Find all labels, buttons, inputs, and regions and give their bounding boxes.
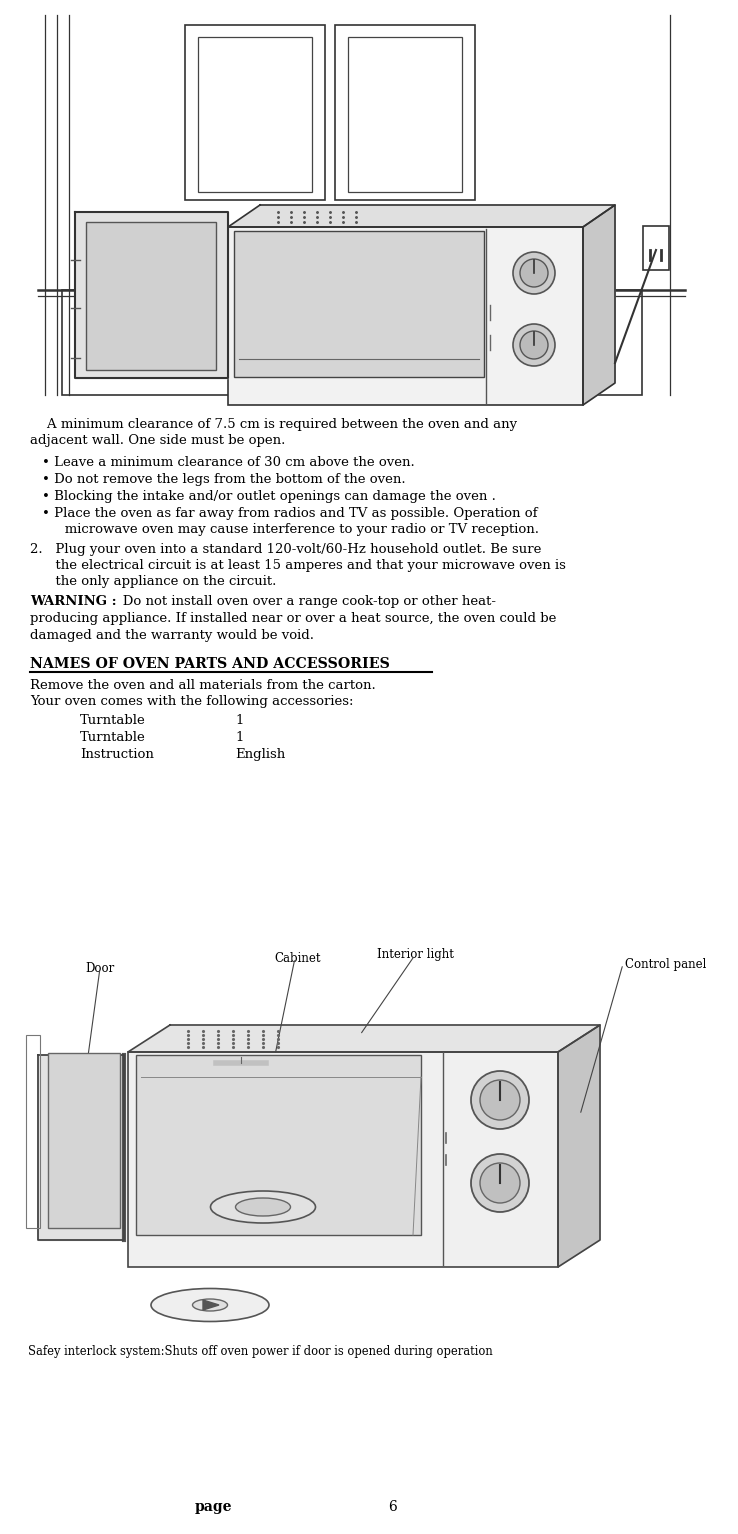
Text: Control panel: Control panel <box>625 959 706 971</box>
Text: producing appliance. If installed near or over a heat source, the oven could be: producing appliance. If installed near o… <box>30 612 556 624</box>
Bar <box>185 25 325 199</box>
Polygon shape <box>128 1025 600 1052</box>
Bar <box>234 232 484 377</box>
Bar <box>136 1055 421 1235</box>
Text: Interior light: Interior light <box>376 948 453 960</box>
Text: • Leave a minimum clearance of 30 cm above the oven.: • Leave a minimum clearance of 30 cm abo… <box>42 456 415 469</box>
Ellipse shape <box>513 252 555 295</box>
Text: Turntable: Turntable <box>80 732 145 744</box>
Ellipse shape <box>480 1163 520 1203</box>
Bar <box>128 1052 558 1267</box>
Ellipse shape <box>471 1154 529 1212</box>
Bar <box>48 1052 120 1229</box>
Text: • Do not remove the legs from the bottom of the oven.: • Do not remove the legs from the bottom… <box>42 472 406 486</box>
Text: NAMES OF OVEN PARTS AND ACCESSORIES: NAMES OF OVEN PARTS AND ACCESSORIES <box>30 657 390 670</box>
Polygon shape <box>203 1299 219 1310</box>
Text: the electrical circuit is at least 15 amperes and that your microwave oven is: the electrical circuit is at least 15 am… <box>30 558 566 572</box>
Bar <box>348 37 462 192</box>
Polygon shape <box>38 1055 124 1239</box>
Ellipse shape <box>471 1071 529 1129</box>
Text: Remove the oven and all materials from the carton.: Remove the oven and all materials from t… <box>30 680 376 692</box>
Text: damaged and the warranty would be void.: damaged and the warranty would be void. <box>30 629 314 643</box>
Ellipse shape <box>520 259 548 287</box>
Text: 2.   Plug your oven into a standard 120-volt/60-Hz household outlet. Be sure: 2. Plug your oven into a standard 120-vo… <box>30 543 542 555</box>
Text: WARNING :: WARNING : <box>30 595 117 607</box>
Text: Turntable: Turntable <box>80 713 145 727</box>
Text: page: page <box>195 1500 232 1514</box>
Text: Instruction: Instruction <box>80 749 154 761</box>
Polygon shape <box>228 206 615 227</box>
Text: Door: Door <box>86 962 114 976</box>
Ellipse shape <box>174 331 236 354</box>
Text: Safey interlock system:Shuts off oven power if door is opened during operation: Safey interlock system:Shuts off oven po… <box>28 1345 493 1358</box>
Ellipse shape <box>210 1190 316 1223</box>
Polygon shape <box>558 1025 600 1267</box>
Bar <box>198 37 312 192</box>
Text: Cabinet: Cabinet <box>275 953 321 965</box>
Ellipse shape <box>151 1289 269 1321</box>
Text: microwave oven may cause interference to your radio or TV reception.: microwave oven may cause interference to… <box>52 523 539 535</box>
Bar <box>62 290 642 394</box>
Bar <box>228 227 583 405</box>
Text: A minimum clearance of 7.5 cm is required between the oven and any: A minimum clearance of 7.5 cm is require… <box>30 417 517 431</box>
Polygon shape <box>75 212 228 377</box>
Ellipse shape <box>513 324 555 367</box>
Bar <box>643 225 669 270</box>
Text: adjacent wall. One side must be open.: adjacent wall. One side must be open. <box>30 434 286 446</box>
Text: 1: 1 <box>235 732 244 744</box>
Text: 1: 1 <box>235 713 244 727</box>
Text: the only appliance on the circuit.: the only appliance on the circuit. <box>30 575 276 588</box>
Ellipse shape <box>193 1299 227 1312</box>
Ellipse shape <box>520 331 548 359</box>
Text: 6: 6 <box>388 1500 397 1514</box>
Ellipse shape <box>464 331 526 354</box>
Text: Do not install oven over a range cook-top or other heat-: Do not install oven over a range cook-to… <box>110 595 496 607</box>
Bar <box>26 1035 40 1229</box>
Bar <box>86 222 216 370</box>
Text: • Blocking the intake and/or outlet openings can damage the oven .: • Blocking the intake and/or outlet open… <box>42 489 496 503</box>
Text: • Place the oven as far away from radios and TV as possible. Operation of: • Place the oven as far away from radios… <box>42 508 537 520</box>
Ellipse shape <box>480 1080 520 1120</box>
Bar <box>335 25 475 199</box>
Text: Your oven comes with the following accessories:: Your oven comes with the following acces… <box>30 695 354 709</box>
Text: English: English <box>235 749 286 761</box>
Polygon shape <box>583 206 615 405</box>
Ellipse shape <box>235 1198 291 1216</box>
